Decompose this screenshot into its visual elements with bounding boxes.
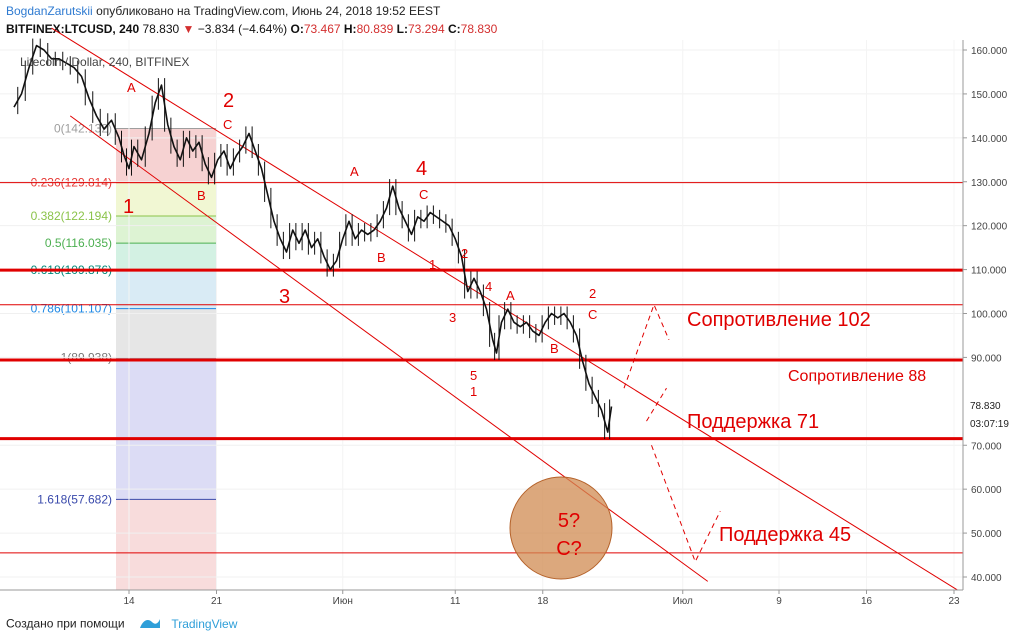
open-label: O: [290,22,304,36]
chart-title: Litecoin / Dollar, 240, BITFINEX [20,55,189,69]
time-tick-label: 14 [123,596,135,607]
fibonacci-retracement: 0(142.132)0.236(129.814)0.382(122.194)0.… [31,121,216,591]
target-circle [509,476,613,580]
low-label: L: [396,22,408,36]
price-tick-label: 100.000 [971,310,1008,321]
high-value: 80.839 [356,22,394,36]
wave-label-4b: 4 [485,279,492,294]
wave-labels: A 2 C B 1 3 A 4 C B 1 2 3 4 A 2 C B 5 1 [123,80,597,399]
level-labels: Сопротивление 102 Сопротивление 88 Подде… [687,309,926,546]
wave-label-C1: C [223,117,232,132]
last-price: 78.830 [142,22,180,36]
publish-info: BogdanZarutskii опубликовано на TradingV… [6,4,440,18]
wave-label-1c: 1 [470,384,477,399]
wave-label-B2: B [377,250,386,265]
time-tick-label: 23 [948,596,960,607]
wave-label-C3: C [588,307,597,322]
fib-band [116,308,216,358]
time-tick-label: 18 [537,596,549,607]
time-tick-label: 16 [861,596,873,607]
author-link[interactable]: BogdanZarutskii [6,4,93,18]
close-value: 78.830 [460,22,498,36]
fib-band [116,243,216,271]
wave-label-2c: 2 [589,286,596,301]
wave-label-C2: C [419,187,428,202]
price-tick-label: 90.000 [971,353,1002,364]
time-tick-label: Июн [333,596,353,607]
price-tick-label: 140.000 [971,134,1008,145]
high-label: H: [343,22,357,36]
fib-level-label: 0(142.132) [54,121,112,135]
projection-segment [646,387,667,422]
price-axis[interactable]: 160.000 150.000 140.000 130.000 120.000 110.0… [962,40,1008,590]
price-tick-label: 60.000 [971,485,1002,496]
tradingview-brand[interactable]: TradingView [171,616,238,631]
price-tick-label: 110.000 [971,266,1007,277]
fib-band [116,357,216,500]
wave-label-B3: B [550,341,559,356]
support-71-label: Поддержка 71 [687,411,819,433]
wave-label-2a: 2 [223,90,234,112]
price-tick-label: 70.000 [971,441,1002,452]
price-line [13,44,613,433]
wave-label-A3: A [506,288,515,303]
footer: Создано при помощи TradingView [6,616,237,633]
price-tick-label: 160.000 [971,46,1008,57]
support-45-label: Поддержка 45 [719,524,851,546]
circle-label-5: 5? [558,510,580,532]
down-arrow-icon: ▼ [182,22,195,36]
wave-label-1a: 1 [123,196,134,218]
time-tick-label: 21 [211,596,223,607]
horizontal-levels [0,182,963,554]
footer-text: Создано при помощи [6,616,125,631]
last-price-badge [965,398,1021,412]
resistance-88-label: Сопротивление 88 [788,368,926,385]
time-axis[interactable]: 14 21 Июн 11 18 Июл 9 16 23 [0,589,963,607]
fib-band [116,499,216,591]
projection-path [623,303,721,563]
price-tick-label: 130.000 [971,178,1008,189]
wave-label-A2: A [350,164,359,179]
price-tick-label: 120.000 [971,222,1008,233]
fib-band [116,216,216,244]
price-series [13,38,613,440]
wave-label-A1: A [127,80,136,95]
wave-label-3a: 3 [279,286,290,308]
fib-level-label: 0.5(116.035) [45,236,112,250]
wave-label-3b: 3 [449,310,456,325]
wave-label-1b: 1 [429,257,436,272]
price-tick-label: 50.000 [971,529,1002,540]
symbol-label: BITFINEX:LTCUSD, 240 [6,22,140,36]
ohlc-line: BITFINEX:LTCUSD, 240 78.830 ▼ −3.834 (−4… [6,22,497,36]
time-tick-label: 11 [450,596,461,607]
wave-label-4a: 4 [416,158,427,180]
low-value: 73.294 [407,22,445,36]
price-tick-label: 150.000 [971,90,1008,101]
wave-label-2b: 2 [461,246,468,261]
time-tick-label: 9 [776,596,782,607]
wave-label-5: 5 [470,368,477,383]
circle-label-c: C? [556,538,582,560]
published-text: опубликовано на TradingView.com, Июнь 24… [96,4,441,18]
resistance-102-label: Сопротивление 102 [687,309,871,331]
fib-level-label: 1.618(57.682) [37,492,112,506]
price-change: −3.834 (−4.64%) [197,22,288,36]
wave-label-B1: B [197,188,206,203]
fib-level-label: 0.382(122.194) [31,209,112,223]
bar-timer: 03:07:19 [970,419,1009,430]
last-price-badge-text: 78.830 [970,401,1001,412]
projection-segment [623,303,670,389]
time-tick-label: Июл [673,596,693,607]
fib-band [116,270,216,309]
close-label: C: [447,22,461,36]
price-tick-label: 40.000 [971,573,1002,584]
open-value: 73.467 [303,22,341,36]
tradingview-logo-icon[interactable] [138,616,162,633]
